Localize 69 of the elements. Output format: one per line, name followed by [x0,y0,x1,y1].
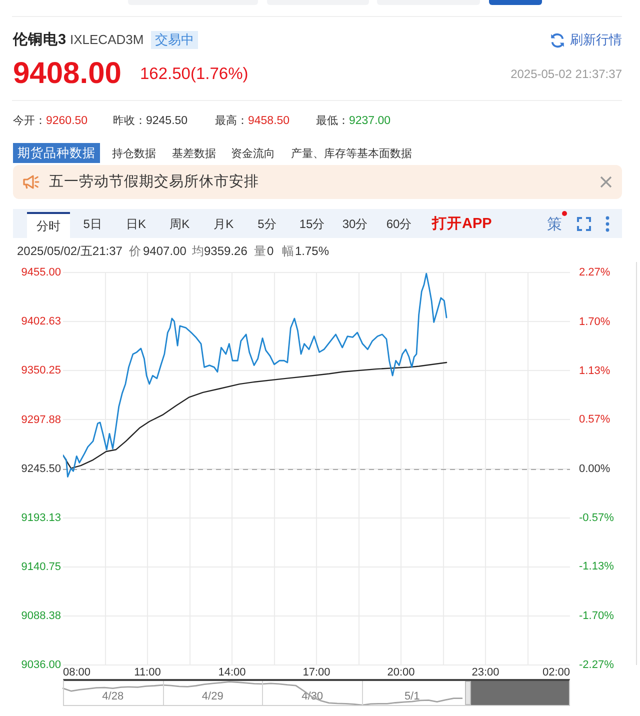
x-tick-label: 23:00 [472,666,500,679]
chart-subtitle: IXLECAD3M [70,32,144,48]
text: 期货品种数据 [13,143,100,163]
text: 2025/05/02/五21:37 [17,244,122,258]
text: 9359.26 [204,244,248,258]
text: 30分 [342,217,368,232]
y-tick-label: 9088.38 [21,610,61,622]
text: 刷新行情 [570,32,622,48]
x-tick-label: 5/1 [404,690,420,702]
text: 打开APP [432,215,492,233]
text: 9260.50 [46,114,88,129]
text: 最低： [316,114,349,129]
text: 1.75% [295,244,330,258]
y-tick-label: 9297.88 [21,414,61,426]
x-tick-label: 17:00 [302,666,330,679]
text: 分时 [27,212,70,238]
text: 9408.00 [13,56,122,92]
text: 资金流向 [231,146,275,160]
x-tick-label: 4/29 [202,690,224,702]
text: 基差数据 [172,146,216,160]
x-tick-label: 02:00 [542,666,570,679]
text: 月K [214,217,234,232]
text: 9245.50 [146,114,188,129]
text: 昨收： [113,114,146,129]
text: 5分 [258,217,276,232]
y2-tick-label: -1.70% [579,610,614,622]
y-tick-label: 9193.13 [21,512,61,524]
text: 产量、库存等基本面数据 [291,146,412,160]
text: 9237.00 [349,114,391,129]
x-tick-label: 4/28 [102,690,124,702]
y2-tick-label: 1.70% [579,316,610,328]
text: 15分 [299,217,325,232]
text: 五一劳动节假期交易所休市安排 [49,173,259,191]
text: 策 [547,215,562,234]
y2-tick-label: -2.27% [579,659,614,672]
y-tick-label: 9402.63 [21,316,61,328]
y2-tick-label: -0.57% [579,512,614,524]
y-tick-label: 9455.00 [21,266,61,279]
y-tick-label: 9350.25 [21,364,61,377]
text: 最高： [215,114,248,129]
text: 持仓数据 [112,146,156,160]
chart-title: 伦铜电3 [13,31,66,49]
y2-tick-label: 0.00% [579,462,610,475]
text: 2025-05-02 21:37:37 [510,66,622,82]
text: 幅 [282,244,294,258]
text: 今开： [13,114,46,129]
x-tick-label: 08:00 [63,666,91,679]
text: 价 [129,244,141,258]
text: 日K [126,217,146,232]
text: 5日 [83,217,102,232]
text: 9407.00 [143,244,186,258]
x-tick-label: 11:00 [134,666,161,679]
text: 0 [267,244,274,258]
y2-tick-label: 0.57% [579,414,610,426]
text: 162.50(1.76%) [140,64,248,84]
y-tick-label: 9245.50 [21,462,61,475]
y2-tick-label: -1.13% [579,560,614,572]
text: 交易中 [151,31,198,49]
text: 量 [254,244,266,258]
text: 60分 [386,217,412,232]
text: 均 [192,244,204,258]
text: 周K [170,217,190,232]
y-tick-label: 9036.00 [21,659,61,672]
y2-tick-label: 2.27% [579,266,610,279]
y2-tick-label: 1.13% [579,365,610,378]
text: 9458.50 [248,114,290,129]
x-tick-label: 14:00 [218,666,246,679]
y-tick-label: 9140.75 [21,560,61,573]
x-tick-label: 20:00 [387,666,415,679]
